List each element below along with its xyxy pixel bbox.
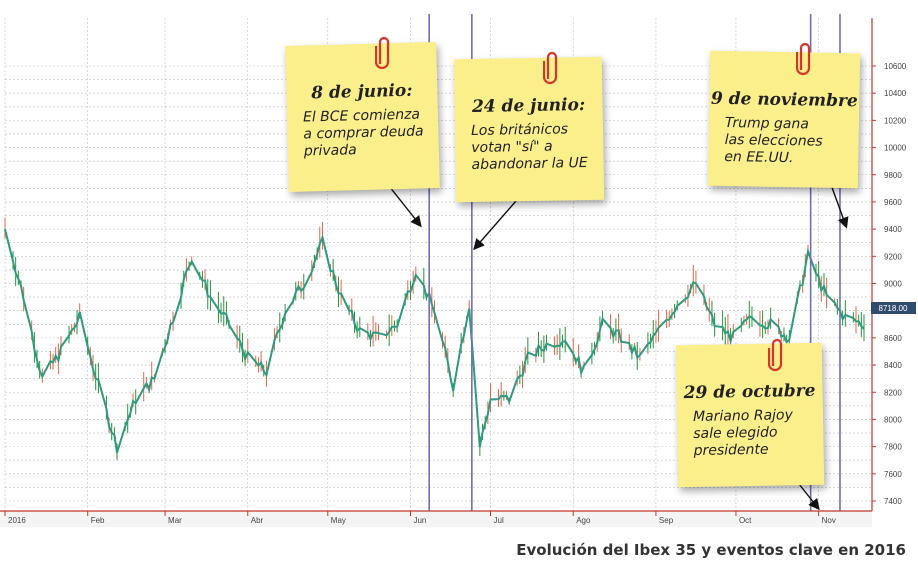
note-trump: 9 de noviembre Trump gana las elecciones… [707, 50, 861, 189]
y-tick-label: 10000 [884, 144, 907, 153]
x-tick-label: Abr [251, 516, 264, 525]
paperclip-icon [796, 42, 811, 76]
y-tick-label: 8600 [884, 334, 902, 343]
x-tick-label: May [331, 516, 346, 525]
x-tick-label: Mar [168, 516, 182, 525]
x-tick-label: Jul [494, 516, 504, 525]
y-tick-label: 8200 [884, 388, 902, 397]
y-axis: 7400760078008000820084008600880090009200… [871, 18, 907, 511]
note-ecb: 8 de junio: El BCE comienza a comprar de… [285, 42, 440, 192]
y-tick-label: 8000 [884, 415, 902, 424]
price-line [4, 228, 865, 453]
note-rajoy-line-2: sale elegido [693, 424, 778, 442]
note-rajoy-line-1: Mariano Rajoy [692, 407, 793, 425]
note-trump-title: 9 de noviembre [710, 88, 858, 112]
y-tick-label: 9800 [884, 171, 902, 180]
note-brexit-title: 24 de junio: [471, 95, 586, 117]
x-tick-label: Oct [739, 516, 752, 525]
note-rajoy-title: 29 de octubre [683, 380, 816, 404]
paperclip-icon [543, 51, 558, 85]
y-tick-label: 10400 [884, 89, 907, 98]
x-axis: 2016 Feb Mar Abr May Jun Jul Ago Sep Oct Nov [0, 510, 872, 527]
y-tick-label: 9000 [884, 280, 902, 289]
grid [4, 18, 872, 511]
note-trump-line-3: en EE.UU. [724, 148, 794, 167]
y-tick-label: 7400 [884, 497, 902, 506]
y-tick-label: 7600 [884, 470, 902, 479]
note-rajoy-line-3: presidente [693, 441, 769, 459]
x-tick-label: Nov [822, 516, 836, 525]
note-trump-line-1: Trump gana [724, 114, 810, 133]
x-tick-label: Feb [91, 516, 105, 525]
current-price-marker: 8718.00 [871, 302, 916, 314]
x-tick-label: Ago [576, 516, 591, 525]
note-ecb-title: 8 de junio: [310, 80, 413, 104]
note-rajoy: 29 de octubre Mariano Rajoy sale elegido… [675, 342, 825, 488]
y-tick-label: 9400 [884, 225, 902, 234]
note-brexit: 24 de junio: Los británicos votan "sí" a… [453, 56, 605, 203]
note-trump-line-2: las elecciones [724, 131, 823, 150]
note-ecb-line-3: privada [303, 142, 357, 160]
y-tick-label: 10200 [884, 116, 907, 125]
note-brexit-line-2: votan "sí" a [471, 138, 553, 157]
paperclip-icon [375, 36, 390, 70]
y-tick-label: 9200 [884, 252, 902, 261]
y-tick-label: 10600 [884, 62, 907, 71]
note-ecb-line-2: a comprar deuda [303, 123, 424, 143]
y-tick-label: 7800 [884, 443, 902, 452]
note-brexit-line-3: abandonar la UE [471, 154, 588, 174]
chart-caption: Evolución del Ibex 35 y eventos clave en… [516, 541, 906, 559]
x-axis-band [0, 511, 872, 527]
current-price-label: 8718.00 [879, 304, 908, 313]
y-tick-label: 9600 [884, 198, 902, 207]
paperclip-icon [768, 338, 783, 372]
x-tick-label: Jun [413, 516, 426, 525]
y-tick-label: 8400 [884, 361, 902, 370]
x-tick-label: 2016 [8, 516, 26, 525]
note-brexit-line-1: Los británicos [470, 121, 569, 140]
x-tick-label: Sep [659, 516, 674, 525]
